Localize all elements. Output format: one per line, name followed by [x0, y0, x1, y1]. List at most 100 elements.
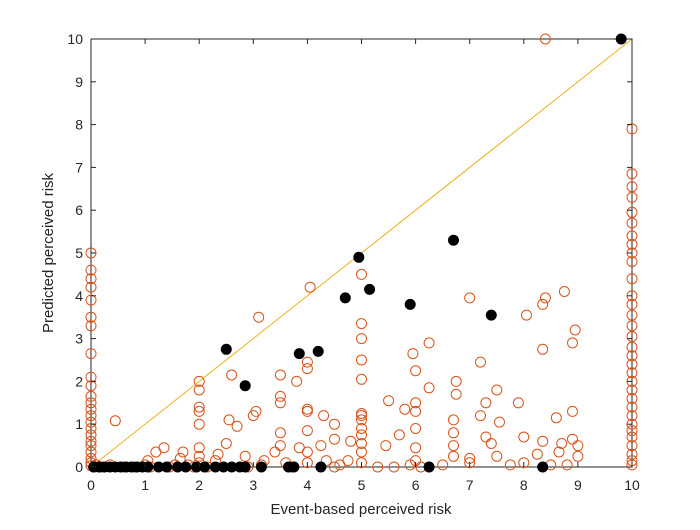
open-data-point — [561, 459, 573, 471]
open-data-point — [448, 414, 459, 426]
open-data-point — [531, 448, 543, 460]
open-data-point — [626, 217, 638, 229]
open-data-point — [85, 371, 97, 383]
x-tick-label: 7 — [466, 477, 474, 493]
open-data-point — [329, 418, 340, 430]
y-tick-label: 8 — [75, 117, 83, 133]
open-data-point — [301, 446, 313, 458]
open-data-point — [626, 358, 638, 370]
filled-data-point — [364, 283, 376, 295]
open-data-point — [512, 397, 524, 409]
open-data-point — [85, 281, 97, 293]
x-tick-label: 6 — [412, 477, 420, 493]
y-tick-label: 9 — [75, 74, 83, 90]
x-tick-label: 9 — [574, 477, 582, 493]
open-data-point — [423, 337, 435, 349]
open-data-point — [537, 343, 549, 355]
open-data-point — [626, 298, 638, 310]
open-data-point — [626, 431, 638, 443]
open-data-point — [626, 341, 638, 353]
open-data-point — [537, 298, 549, 310]
x-tick-label: 3 — [249, 477, 257, 493]
open-data-point — [342, 455, 354, 467]
filled-marker-layer — [88, 33, 627, 473]
open-data-point — [301, 363, 313, 375]
open-data-point — [220, 438, 232, 449]
filled-data-point — [239, 461, 251, 473]
open-data-point — [193, 401, 205, 413]
open-data-point — [356, 268, 367, 280]
x-tick-label: 10 — [624, 477, 640, 493]
y-tick-label: 0 — [75, 459, 83, 475]
open-data-point — [475, 410, 486, 422]
open-data-point — [626, 440, 638, 452]
x-tick-label: 0 — [87, 477, 95, 493]
open-data-point — [231, 420, 243, 432]
open-data-point — [539, 33, 551, 45]
open-data-point — [410, 397, 422, 409]
open-data-point — [329, 433, 340, 445]
open-data-point — [320, 455, 332, 467]
open-data-point — [410, 405, 422, 417]
y-tick-label: 7 — [75, 159, 83, 175]
filled-data-point — [312, 345, 324, 357]
open-data-point — [193, 384, 205, 396]
open-data-point — [274, 390, 286, 402]
open-data-point — [301, 356, 313, 368]
open-data-point — [318, 410, 330, 422]
open-data-point — [504, 459, 516, 471]
open-data-point — [304, 281, 316, 293]
open-marker-layer — [85, 33, 638, 473]
open-data-point — [393, 429, 405, 441]
open-data-point — [109, 415, 121, 427]
open-data-point — [491, 450, 503, 462]
open-data-point — [372, 461, 384, 473]
open-data-point — [274, 369, 286, 381]
open-data-point — [569, 324, 581, 336]
open-data-point — [223, 414, 235, 426]
open-data-point — [193, 450, 205, 462]
filled-data-point — [239, 380, 251, 392]
open-data-point — [177, 446, 189, 458]
open-data-point — [356, 438, 367, 449]
open-data-point — [85, 273, 97, 285]
open-data-point — [410, 442, 422, 454]
open-data-point — [626, 448, 638, 460]
open-data-point — [85, 311, 97, 323]
y-tick-label: 1 — [75, 416, 83, 432]
filled-data-point — [220, 343, 232, 355]
open-data-point — [448, 427, 459, 439]
open-data-point — [239, 450, 251, 462]
open-data-point — [226, 369, 238, 381]
open-data-point — [356, 333, 367, 345]
filled-data-point — [448, 234, 459, 246]
x-tick-label: 4 — [304, 477, 312, 493]
open-data-point — [550, 412, 562, 424]
open-data-point — [626, 350, 638, 362]
open-data-point — [626, 401, 638, 413]
open-data-point — [329, 461, 340, 473]
open-data-point — [626, 191, 638, 203]
filled-data-point — [180, 461, 192, 473]
open-data-point — [518, 431, 530, 443]
open-data-point — [85, 446, 97, 458]
open-data-point — [626, 230, 638, 242]
open-data-point — [626, 331, 638, 342]
open-data-point — [85, 397, 97, 409]
open-data-point — [85, 320, 97, 332]
open-data-point — [356, 446, 367, 458]
open-data-point — [423, 382, 435, 394]
y-tick-label: 4 — [75, 288, 83, 304]
y-tick-label: 3 — [75, 331, 83, 347]
filled-data-point — [423, 461, 435, 473]
filled-data-point — [142, 461, 154, 473]
open-data-point — [480, 397, 492, 409]
open-data-point — [85, 380, 97, 392]
y-axis-ticks: 0 1 2 3 4 5 6 7 8 9 10 — [67, 31, 632, 475]
open-data-point — [193, 375, 205, 387]
filled-data-point — [293, 348, 305, 360]
x-axis-ticks: 0 1 2 3 4 5 6 7 8 9 10 — [87, 39, 640, 493]
open-data-point — [356, 414, 367, 426]
open-data-point — [85, 390, 97, 402]
